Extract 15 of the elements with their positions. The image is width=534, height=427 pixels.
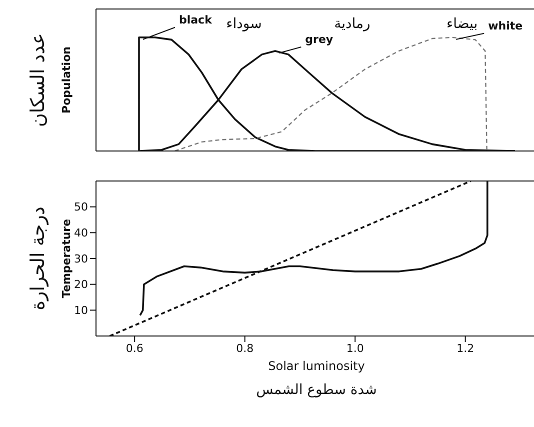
y-tick-label: 10 <box>74 304 88 318</box>
series-label: white <box>488 19 523 32</box>
x-tick-label: 1.0 <box>346 342 364 355</box>
x-tick-label: 0.8 <box>236 342 254 355</box>
y-tick-label: 40 <box>74 226 88 240</box>
text: بيضاء <box>446 16 478 32</box>
y-tick-label: 50 <box>74 200 88 214</box>
y-tick-label: 30 <box>74 252 88 266</box>
y-tick-label: 20 <box>74 278 88 292</box>
text: سوداء <box>226 16 262 32</box>
series-label: black <box>178 13 213 26</box>
x-tick-label: 0.6 <box>126 342 144 355</box>
text: رمادية <box>334 16 370 32</box>
series-label: grey <box>305 33 334 46</box>
x-tick-label: 1.2 <box>456 342 474 355</box>
